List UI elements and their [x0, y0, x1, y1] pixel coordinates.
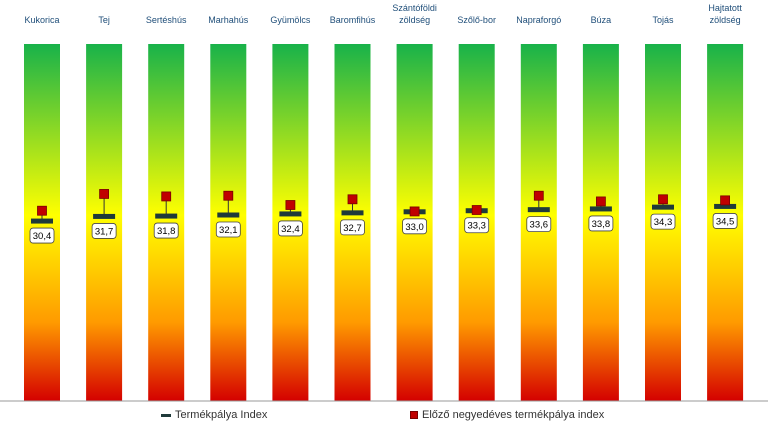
value-box-4: [277, 220, 303, 237]
legend-previous-swatch: [410, 411, 418, 419]
previous-marker-6: [409, 206, 420, 217]
previous-marker-10: [658, 194, 668, 205]
value-label-8: 33,6: [530, 220, 549, 231]
category-label-9: Búza: [591, 15, 612, 25]
value-box-6: [402, 218, 428, 235]
category-label-4: Gyümölcs: [270, 15, 311, 25]
previous-marker-3: [223, 190, 234, 201]
index-marker-11: [714, 203, 737, 209]
category-label-2: Sertéshús: [146, 15, 187, 25]
value-box-7: [464, 217, 490, 234]
value-label-6: 33,0: [405, 222, 424, 233]
previous-marker-1: [99, 189, 109, 199]
legend-item-index: Termékpálya Index: [161, 409, 267, 421]
previous-marker-2: [161, 191, 172, 202]
legend: Termékpálya Index Előző negyedéves termé…: [0, 409, 768, 427]
value-label-2: 31,8: [157, 226, 176, 237]
previous-marker-9: [596, 196, 606, 207]
value-label-5: 32,7: [343, 223, 362, 234]
value-label-4: 32,4: [281, 224, 300, 235]
category-label-8: Napraforgó: [516, 15, 561, 25]
previous-marker-4: [285, 200, 296, 210]
value-box-5: [340, 219, 365, 236]
previous-marker-7: [471, 205, 482, 215]
value-box-3: [215, 221, 241, 238]
value-label-0: 30,4: [33, 231, 52, 242]
previous-marker-0: [37, 205, 47, 216]
category-label-3: Marhahús: [208, 15, 249, 25]
category-label-6: Szántóföldi zöldség: [392, 3, 437, 25]
category-labels: Kukorica Tej Sertéshús Marhahús Gyümölcs Baro…: [24, 3, 742, 25]
value-box-1: [91, 223, 117, 239]
value-box-9: [588, 215, 614, 232]
value-box-8: [526, 216, 552, 233]
value-label-10: 34,3: [654, 217, 673, 228]
index-marker-9: [589, 206, 612, 212]
legend-index-swatch: [161, 413, 171, 417]
previous-marker-5: [347, 194, 358, 205]
value-box-10: [650, 213, 676, 230]
category-label-0: Kukorica: [24, 15, 59, 25]
category-label-11: Hajtatott zöldség: [708, 3, 742, 25]
legend-index-label: Termékpálya Index: [175, 409, 268, 421]
legend-item-previous: Előző negyedéves termékpálya index: [410, 409, 604, 421]
value-label-3: 32,1: [219, 225, 238, 236]
value-label-9: 33,8: [592, 219, 611, 230]
category-label-7: Szőlő-bor: [457, 15, 496, 25]
band-1: [86, 44, 123, 401]
value-box-11: [712, 213, 738, 229]
index-marker-5: [341, 210, 364, 216]
index-marker-3: [217, 212, 240, 218]
index-marker-2: [155, 213, 178, 219]
index-marker-8: [527, 207, 550, 213]
value-label-1: 31,7: [95, 226, 114, 237]
band-2: [148, 44, 185, 401]
value-label-11: 34,5: [716, 216, 735, 227]
markers: 30,4 31,7 31,8 32,1 32,4 32,7 33,0 33,3 33,6 33,8…: [29, 189, 738, 244]
index-marker-4: [279, 211, 302, 217]
value-box-2: [153, 222, 179, 239]
previous-marker-8: [533, 190, 544, 201]
legend-previous-label: Előző negyedéves termékpálya index: [422, 409, 605, 421]
previous-marker-11: [720, 195, 730, 206]
index-marker-0: [31, 218, 53, 224]
index-marker-1: [93, 213, 116, 219]
index-marker-10: [652, 204, 674, 210]
category-label-1: Tej: [98, 15, 110, 25]
value-label-7: 33,3: [467, 221, 486, 232]
value-box-0: [29, 227, 55, 244]
category-label-10: Tojás: [652, 15, 674, 25]
gradient-bands: [24, 44, 744, 401]
category-label-5: Baromfihús: [330, 15, 376, 25]
